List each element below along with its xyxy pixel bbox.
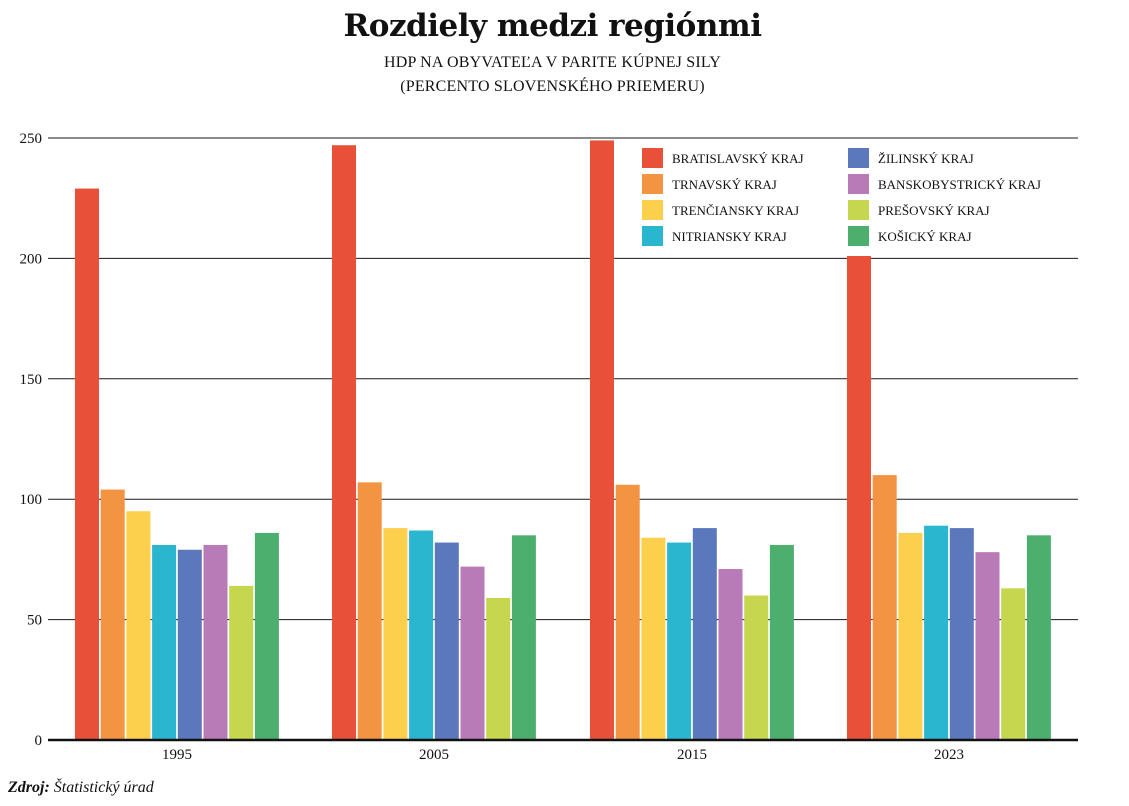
chart-title: Rozdiely medzi regiónmi [343,8,762,44]
bar [409,530,434,740]
chart-subtitle-line2: (PERCENTO SLOVENSKÉHO PRIEMERU) [400,78,705,95]
legend-label: ŽILINSKÝ KRAJ [878,151,974,166]
bar [434,542,459,740]
bar [229,585,254,740]
x-tick-label: 1995 [162,747,192,763]
bar [1026,535,1051,740]
bar [177,549,202,740]
x-tick-label: 2015 [677,747,707,763]
legend-swatch [642,148,663,168]
bar [100,489,125,740]
legend-swatch [642,174,663,194]
legend-label: TRENČIANSKY KRAJ [672,203,799,218]
y-tick-label: 200 [20,251,43,267]
source-text: Štatistický úrad [53,779,154,796]
bar [744,595,769,740]
y-tick-label: 150 [20,372,43,388]
source-note: Zdroj: Štatistický úrad [8,779,154,797]
bar [126,511,151,740]
bar [898,532,923,740]
bar [203,544,228,740]
legend-swatch [642,226,663,246]
bar [590,140,614,740]
chart-subtitle-line1: HDP NA OBYVATEĽA V PARITE KÚPNEJ SILY [383,54,722,71]
legend-label: PREŠOVSKÝ KRAJ [878,203,990,218]
bar [924,525,949,740]
bar [152,544,177,740]
y-tick-label: 50 [27,613,42,629]
legend-label: BANSKOBYSTRICKÝ KRAJ [878,177,1041,192]
bar [75,188,99,740]
bar [332,145,356,740]
bar [667,542,692,740]
y-tick-label: 0 [35,733,43,749]
bar [949,528,974,740]
bar [769,544,794,740]
bar [254,532,279,740]
bar [383,528,408,740]
bar [460,566,485,740]
legend-label: BRATISLAVSKÝ KRAJ [672,151,804,166]
bar [975,552,1000,740]
bar [1001,588,1026,740]
bar [486,597,511,740]
bar [615,484,640,740]
legend-swatch [848,226,869,246]
y-tick-label: 250 [20,131,43,147]
bar [641,537,666,740]
source-label: Zdroj: [8,779,50,796]
bar [357,482,382,740]
legend-label: NITRIANSKY KRAJ [672,229,787,244]
legend-swatch [848,148,869,168]
legend-label: TRNAVSKÝ KRAJ [672,177,777,192]
bar [872,475,897,740]
x-tick-label: 2005 [419,747,449,763]
bar [511,535,536,740]
legend-swatch [848,174,869,194]
legend-swatch [848,200,869,220]
bar [718,569,743,740]
bar [692,528,717,740]
bar [847,255,871,740]
x-tick-label: 2023 [934,747,964,763]
legend-swatch [642,200,663,220]
legend-label: KOŠICKÝ KRAJ [878,229,972,244]
y-tick-label: 100 [20,492,43,508]
